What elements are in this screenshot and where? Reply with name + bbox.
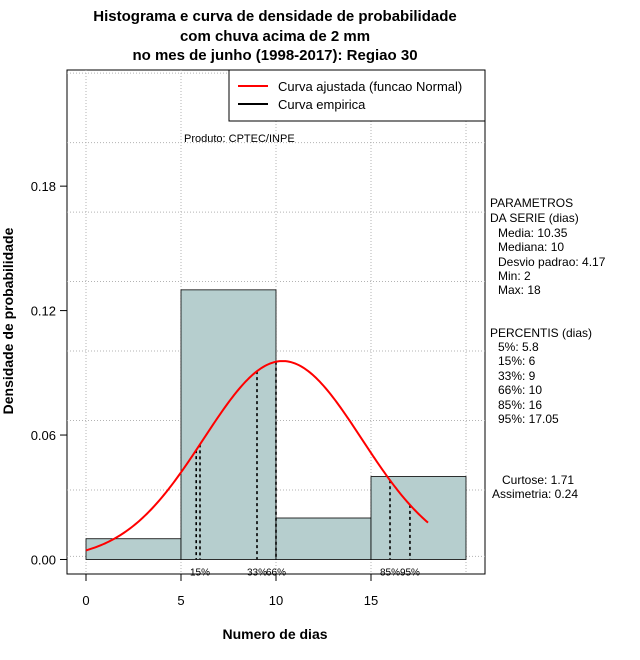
fitted-curve-group bbox=[85, 360, 429, 552]
fitted-curve bbox=[85, 360, 429, 552]
x-tick-label-0: 0 bbox=[82, 593, 89, 608]
y-tick-label-0: 0.00 bbox=[31, 552, 56, 567]
x-tick-label-1: 5 bbox=[177, 593, 184, 608]
chart-title-line-3: no mes de junho (1998-2017): Regiao 30 bbox=[132, 47, 417, 64]
x-axis: 0 5 10 15 bbox=[82, 573, 378, 608]
x-tick-label-2: 10 bbox=[269, 593, 283, 608]
percentile-label-3: 66% bbox=[266, 567, 286, 578]
param-max: Max: 18 bbox=[498, 283, 541, 297]
chart-title-line-1: Histograma e curva de densidade de proba… bbox=[93, 8, 456, 25]
percentil-5: 5%: 5.8 bbox=[498, 340, 539, 354]
percentile-label-2: 33% bbox=[247, 567, 267, 578]
params-title-1: PARAMETROS bbox=[490, 196, 573, 210]
legend-box bbox=[228, 69, 486, 122]
side-panel: PARAMETROS DA SERIE (dias) Media: 10.35 … bbox=[490, 196, 606, 501]
param-media: Media: 10.35 bbox=[498, 226, 568, 240]
percentil-33: 33%: 9 bbox=[498, 369, 536, 383]
legend: Curva ajustada (funcao Normal) Curva emp… bbox=[228, 69, 486, 122]
histogram-bar-0 bbox=[85, 538, 182, 560]
percentile-label-1: 15% bbox=[190, 567, 210, 578]
percentil-15: 15%: 6 bbox=[498, 354, 536, 368]
percentil-85: 85%: 16 bbox=[498, 398, 542, 412]
histogram-bar-2 bbox=[275, 517, 372, 560]
percentis-title: PERCENTIS (dias) bbox=[490, 326, 592, 340]
stat-assimetria: Assimetria: 0.24 bbox=[492, 487, 578, 501]
legend-empirical-label: Curva empirica bbox=[278, 97, 366, 112]
percentil-95: 95%: 17.05 bbox=[498, 412, 559, 426]
y-tick-label-1: 0.06 bbox=[31, 428, 56, 443]
percentile-label-4: 85% bbox=[380, 567, 400, 578]
source-note: Produto: CPTEC/INPE bbox=[184, 133, 295, 145]
histogram-bars bbox=[85, 289, 467, 560]
chart-title-line-2: com chuva acima de 2 mm bbox=[180, 28, 370, 45]
percentil-66: 66%: 10 bbox=[498, 383, 542, 397]
legend-fitted-label: Curva ajustada (funcao Normal) bbox=[278, 79, 462, 94]
x-tick-label-3: 15 bbox=[364, 593, 378, 608]
percentile-label-5: 95% bbox=[400, 567, 420, 578]
y-axis-label: Densidade de probabilidade bbox=[0, 227, 16, 414]
percentile-lines: 15% 33%66% 85% 95% bbox=[190, 361, 420, 578]
histogram-bar-3 bbox=[370, 476, 467, 560]
param-mediana: Mediana: 10 bbox=[498, 240, 564, 254]
param-min: Min: 2 bbox=[498, 269, 531, 283]
x-axis-label: Numero de dias bbox=[222, 626, 327, 642]
stat-curtose: Curtose: 1.71 bbox=[502, 473, 574, 487]
y-axis: 0.00 0.06 0.12 0.18 bbox=[31, 179, 67, 567]
y-tick-label-3: 0.18 bbox=[31, 179, 56, 194]
y-tick-label-2: 0.12 bbox=[31, 304, 56, 319]
param-desvio: Desvio padrao: 4.17 bbox=[498, 255, 606, 269]
params-title-2: DA SERIE (dias) bbox=[490, 211, 579, 225]
histogram-bar-1 bbox=[180, 289, 277, 560]
